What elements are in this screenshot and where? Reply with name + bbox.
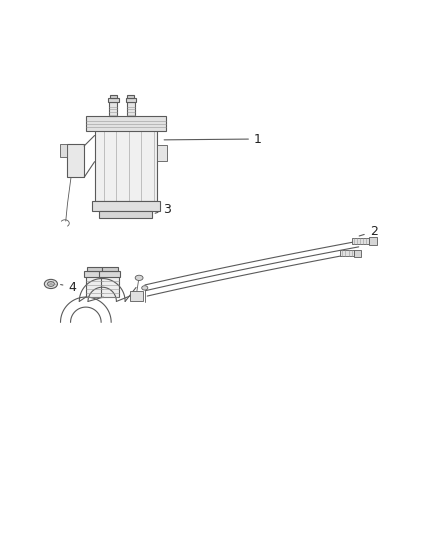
Text: 2: 2 xyxy=(359,225,378,238)
Bar xyxy=(99,271,120,277)
Bar xyxy=(157,145,166,161)
Bar xyxy=(87,266,102,271)
Bar xyxy=(352,238,369,244)
Polygon shape xyxy=(67,144,84,177)
Bar xyxy=(127,95,134,98)
Bar xyxy=(369,237,378,245)
Polygon shape xyxy=(95,127,157,201)
Bar xyxy=(127,102,135,116)
Text: 4: 4 xyxy=(60,280,76,294)
Bar xyxy=(86,274,103,297)
Polygon shape xyxy=(86,116,166,131)
Bar xyxy=(126,98,136,102)
Bar xyxy=(108,98,119,102)
Bar xyxy=(110,102,117,116)
Bar xyxy=(131,291,144,302)
Text: 1: 1 xyxy=(164,133,262,146)
Bar xyxy=(60,144,67,157)
Bar xyxy=(340,251,354,256)
Bar xyxy=(110,95,117,98)
Ellipse shape xyxy=(135,275,143,280)
Text: 3: 3 xyxy=(155,203,171,216)
Bar xyxy=(102,266,118,271)
Bar xyxy=(101,274,119,297)
Polygon shape xyxy=(92,201,160,211)
Ellipse shape xyxy=(47,281,54,286)
Ellipse shape xyxy=(142,286,148,290)
Ellipse shape xyxy=(44,279,57,288)
Bar xyxy=(84,271,105,277)
Polygon shape xyxy=(99,211,152,219)
Bar xyxy=(354,250,361,257)
